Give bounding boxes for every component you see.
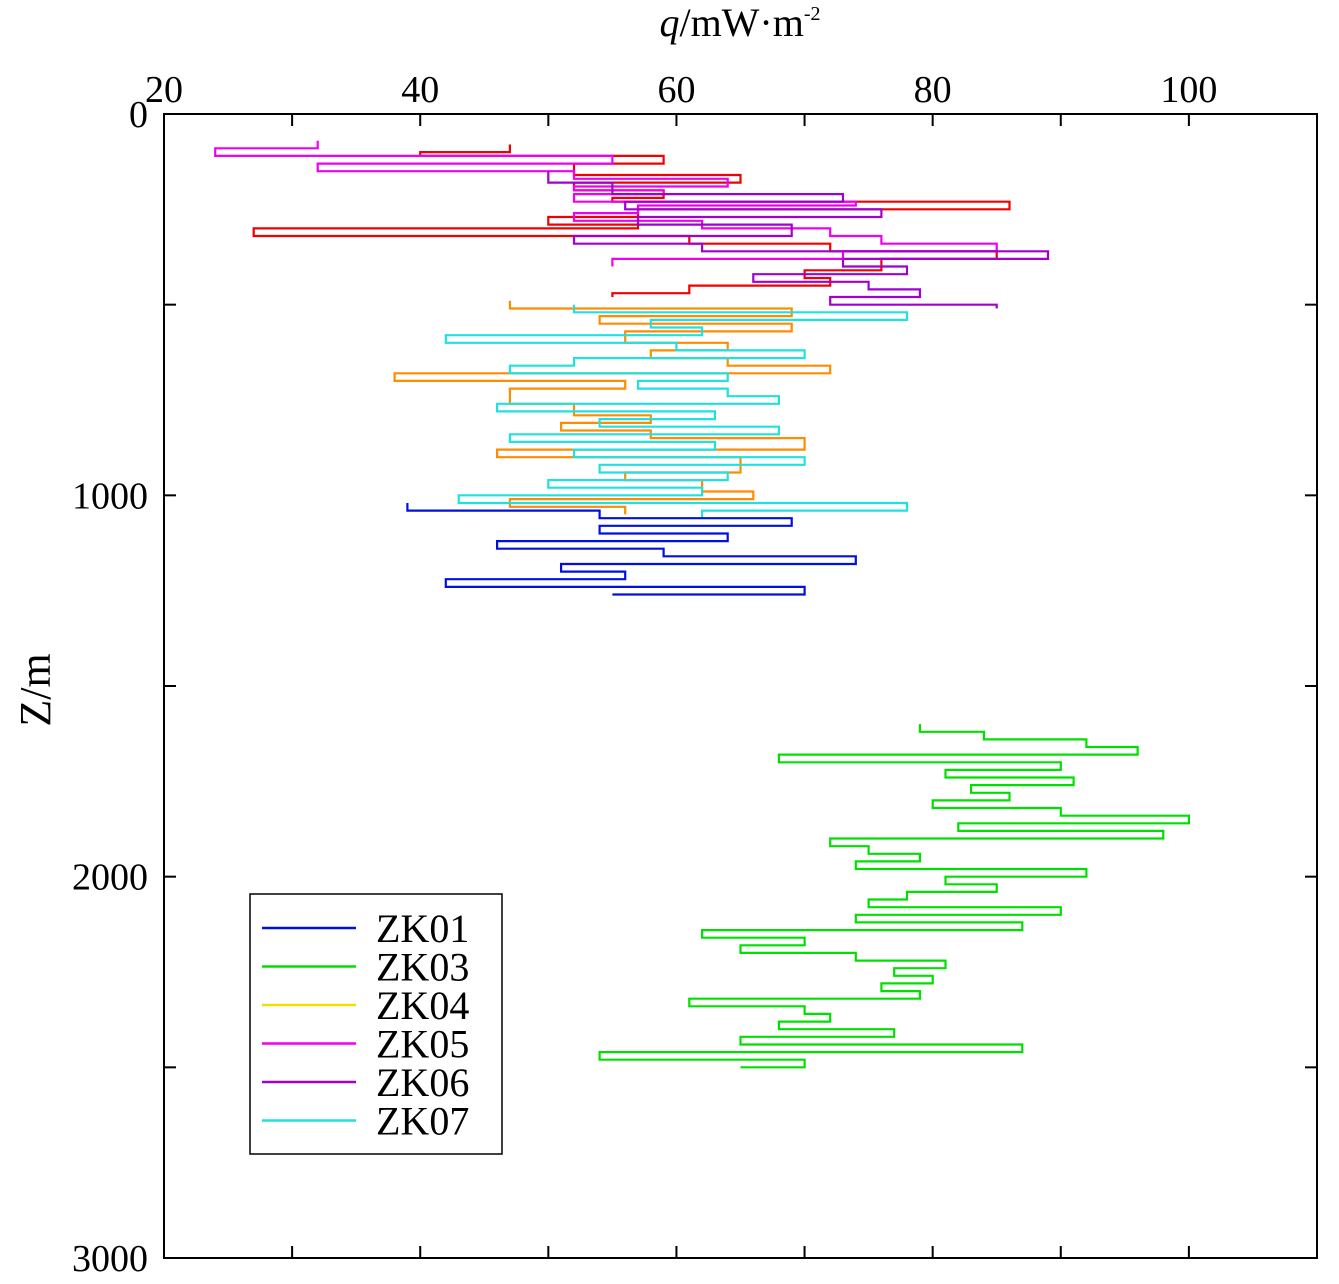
y-tick-label: 0 bbox=[129, 94, 148, 136]
legend-label: ZK05 bbox=[376, 1022, 469, 1067]
legend-label: ZK03 bbox=[376, 945, 469, 990]
x-tick-label: 40 bbox=[401, 69, 439, 111]
x-axis-title-unit: /mW·m bbox=[679, 0, 803, 45]
x-axis-title: q/mW·m-2 bbox=[659, 0, 820, 45]
series-line-4 bbox=[393, 300, 832, 515]
series-line-5 bbox=[444, 304, 909, 519]
x-axis-title-exponent: -2 bbox=[804, 3, 821, 25]
legend-label: ZK06 bbox=[376, 1060, 469, 1105]
axis-ticks bbox=[163, 113, 1317, 1259]
x-tick-label: 80 bbox=[914, 69, 952, 111]
series-line-6 bbox=[406, 503, 857, 596]
y-axis-title: Z/m bbox=[11, 653, 60, 726]
series-group bbox=[214, 140, 1191, 1069]
legend-box bbox=[249, 893, 503, 1155]
series-line-7 bbox=[598, 724, 1191, 1069]
y-tick-label: 3000 bbox=[72, 1238, 148, 1280]
y-tick-label: 1000 bbox=[72, 475, 148, 517]
series-line-2 bbox=[214, 140, 998, 267]
x-axis-title-symbol: q bbox=[659, 0, 679, 45]
x-tick-label: 100 bbox=[1160, 69, 1217, 111]
legend-label: ZK07 bbox=[376, 1099, 469, 1144]
series-line-3 bbox=[547, 171, 1050, 309]
legend-label: ZK04 bbox=[376, 983, 469, 1028]
x-tick-label: 60 bbox=[657, 69, 695, 111]
legend-label: ZK01 bbox=[376, 906, 469, 951]
y-tick-label: 2000 bbox=[72, 857, 148, 899]
x-tick-label: 20 bbox=[145, 69, 183, 111]
